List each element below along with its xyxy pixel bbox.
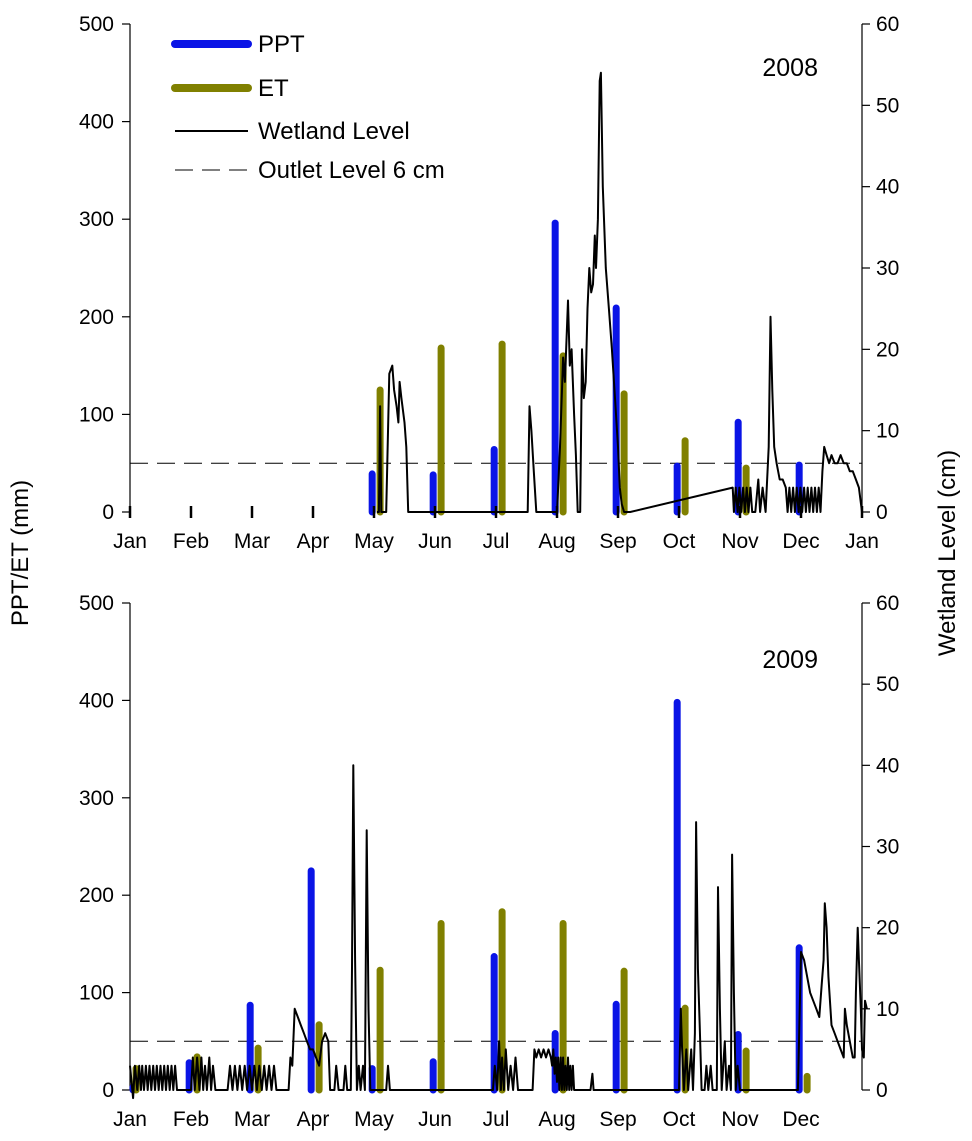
left-tick-label: 200 [79,884,114,907]
x-tick-label: Jan [845,530,879,553]
legend: PPT ET Wetland Level Outlet Level 6 cm [171,31,445,184]
x-tick-label: Mar [234,1108,270,1131]
x-tick-label: Jun [418,530,452,553]
right-tick-label: 40 [876,754,899,777]
left-tick-label: 200 [79,306,114,329]
wetland-legend-label: Wetland Level [258,118,410,145]
x-tick-label: Jul [483,530,510,553]
x-tick-label: Apr [297,530,330,553]
panel-year-label: 2008 [762,54,818,82]
left-axis-title: PPT/ET (mm) [7,480,34,626]
wetland-level-line [129,764,868,1100]
x-tick-label: Jul [483,1108,510,1131]
left-tick-label: 400 [79,111,114,134]
x-tick-label: Aug [538,530,575,553]
right-tick-label: 50 [876,94,899,117]
right-tick-label: 30 [876,836,899,859]
right-tick-label: 40 [876,176,899,199]
left-tick-label: 100 [79,982,114,1005]
right-tick-label: 20 [876,338,899,361]
left-tick-label: 0 [102,501,114,524]
left-tick-label: 400 [79,689,114,712]
panel-2009: 0 100 200 300 400 500 0 10 20 30 40 50 60 Jan Feb Mar Ap… [79,592,899,1131]
et-legend-label: ET [258,75,289,102]
x-tick-label: Oct [663,530,696,553]
x-tick-label: Aug [538,1108,575,1131]
x-tick-label: May [354,530,394,553]
left-tick-label: 100 [79,403,114,426]
x-tick-label: Feb [173,530,209,553]
x-tick-label: Sep [599,1108,636,1131]
x-tick-label: May [354,1108,394,1131]
left-tick-label: 0 [102,1079,114,1102]
ppt-legend-label: PPT [258,31,305,58]
left-tick-label: 300 [79,787,114,810]
x-tick-label: Nov [721,530,759,553]
right-tick-label: 60 [876,13,899,36]
outlet-legend-label: Outlet Level 6 cm [258,157,445,184]
left-tick-label: 500 [79,592,114,615]
right-axis-title: Wetland Level (cm) [934,450,961,656]
x-tick-label: Oct [663,1108,696,1131]
x-tick-label: Sep [599,530,636,553]
right-tick-label: 20 [876,917,899,940]
left-tick-label: 500 [79,13,114,36]
x-tick-label: Nov [721,1108,759,1131]
x-tick-label: Jan [113,1108,147,1131]
panel-year-label: 2009 [762,646,818,674]
x-tick-label: Apr [297,1108,330,1131]
right-tick-label: 50 [876,673,899,696]
right-tick-label: 10 [876,998,899,1021]
right-tick-label: 30 [876,257,899,280]
x-tick-label: Jun [418,1108,452,1131]
wetland-level-line [377,71,863,513]
right-tick-label: 60 [876,592,899,615]
x-tick-label: Mar [234,530,270,553]
x-tick-label: Feb [173,1108,209,1131]
x-tick-label: Dec [782,530,819,553]
right-tick-label: 0 [876,1079,888,1102]
right-tick-label: 10 [876,420,899,443]
x-tick-label: Dec [782,1108,819,1131]
right-tick-label: 0 [876,501,888,524]
panel-2008: 0 100 200 300 400 500 0 10 20 30 40 50 60 Jan Feb Mar Ap… [79,13,899,553]
x-tick-label: Jan [113,530,147,553]
left-tick-label: 300 [79,208,114,231]
